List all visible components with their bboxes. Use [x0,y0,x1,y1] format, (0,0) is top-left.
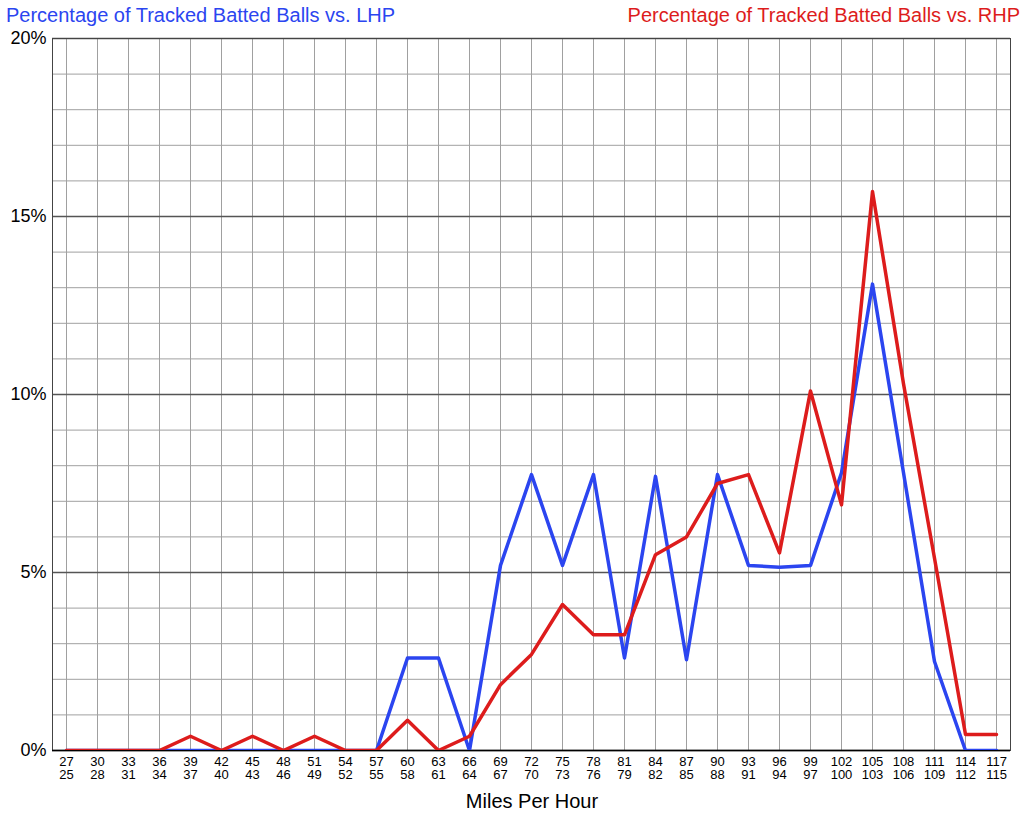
svg-text:4240: 4240 [214,754,228,782]
svg-text:3937: 3937 [183,754,197,782]
svg-text:9694: 9694 [772,754,786,782]
svg-text:6058: 6058 [400,754,414,782]
svg-text:8785: 8785 [679,754,693,782]
svg-text:6967: 6967 [493,754,507,782]
svg-text:8179: 8179 [617,754,631,782]
html-text:Percentage of Tracked Batted B: Percentage of Tracked Batted Balls vs. R… [627,3,1020,26]
svg-text:6664: 6664 [462,754,476,782]
svg-text:2725: 2725 [59,754,73,782]
svg-text:10%: 10% [10,384,46,404]
svg-text:3331: 3331 [121,754,135,782]
svg-text:4543: 4543 [245,754,259,782]
svg-text:0%: 0% [20,740,46,760]
svg-text:6361: 6361 [431,754,445,782]
svg-text:15%: 15% [10,206,46,226]
svg-text:5755: 5755 [369,754,383,782]
svg-text:111109: 111109 [924,754,946,782]
svg-text:9088: 9088 [710,754,724,782]
svg-text:102100: 102100 [831,754,853,782]
svg-text:114112: 114112 [955,754,976,782]
svg-text:117115: 117115 [986,754,1007,782]
html-text:Miles Per Hour: Miles Per Hour [465,790,599,812]
svg-text:8482: 8482 [648,754,662,782]
svg-text:3634: 3634 [152,754,166,782]
svg-text:7573: 7573 [555,754,569,782]
svg-text:5149: 5149 [307,754,321,782]
svg-text:108106: 108106 [893,754,915,782]
svg-text:9391: 9391 [741,754,755,782]
svg-text:4846: 4846 [276,754,290,782]
svg-text:5452: 5452 [338,754,352,782]
html-text:Percentage of Tracked Batted B: Percentage of Tracked Batted Balls vs. L… [6,3,396,26]
svg-text:3028: 3028 [90,754,104,782]
svg-text:7270: 7270 [524,754,538,782]
svg-text:105103: 105103 [862,754,884,782]
svg-text:20%: 20% [10,30,46,48]
svg-text:7876: 7876 [586,754,600,782]
svg-text:9997: 9997 [803,754,817,782]
svg-text:5%: 5% [20,562,46,582]
